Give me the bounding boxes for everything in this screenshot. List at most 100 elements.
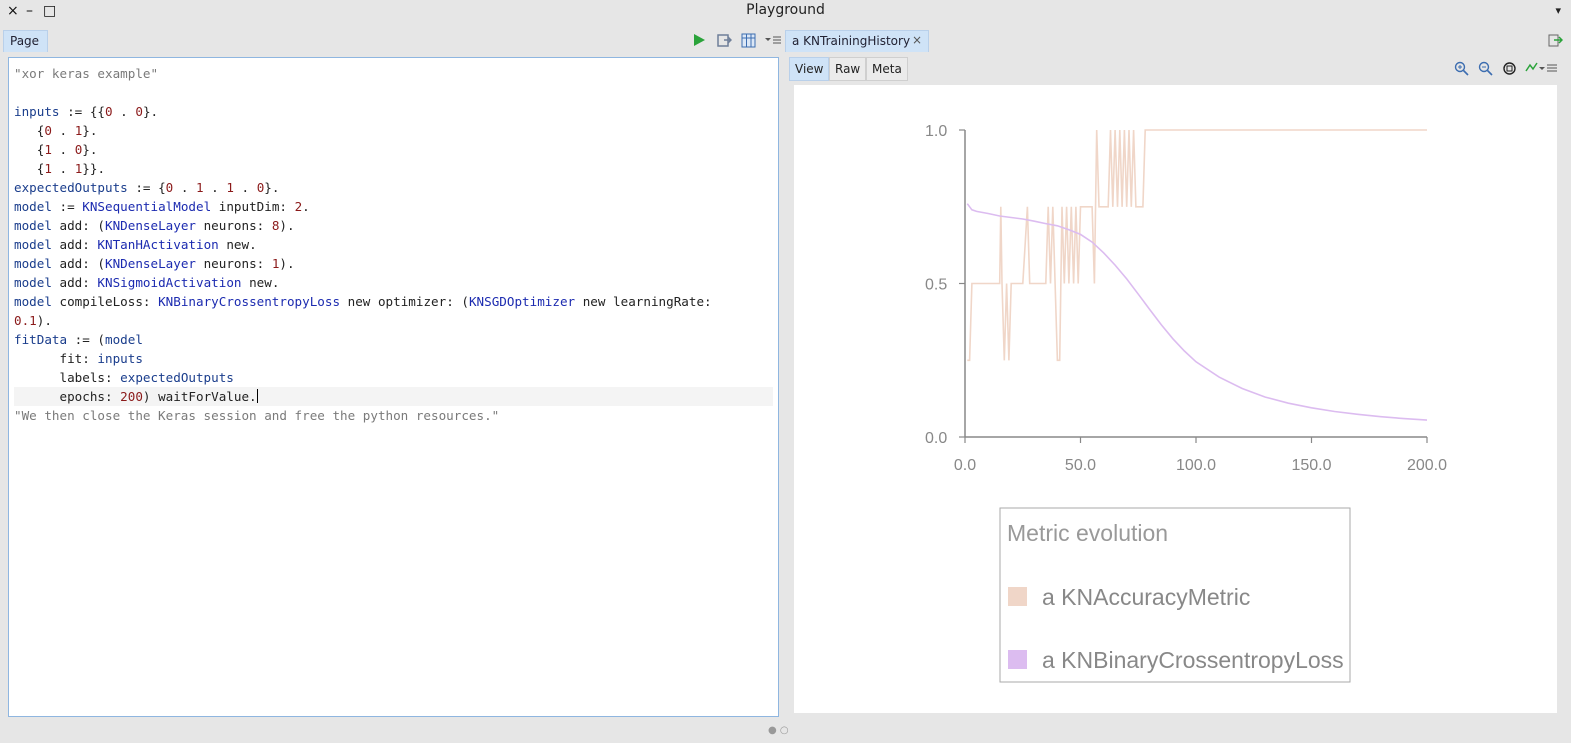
code-token: inputDim: <box>211 199 295 214</box>
bindings-icon[interactable] <box>741 33 756 52</box>
code-token: . <box>51 123 75 138</box>
code-token: model <box>14 256 52 271</box>
zoom-out-icon[interactable] <box>1478 61 1493 80</box>
code-token: ). <box>36 313 52 328</box>
code-token: new optimizer: ( <box>340 294 469 309</box>
code-token: expectedOutputs <box>120 370 234 385</box>
code-token: model <box>14 275 52 290</box>
window-title: Playground <box>746 2 825 18</box>
tab-page[interactable]: Page <box>3 30 48 52</box>
training-history-chart: 0.0 0.5 1.0 0.0 50.0 100.0 150.0 200.0 Metric e… <box>925 123 1447 683</box>
y-tick-label: 0.0 <box>925 430 947 447</box>
code-token: "xor keras example" <box>14 66 159 81</box>
code-token: KNSGDOptimizer <box>468 294 576 309</box>
maximize-window-icon[interactable]: □ <box>43 3 57 19</box>
chart-view: 0.0 0.5 1.0 0.0 50.0 100.0 150.0 200.0 Metric e… <box>794 85 1557 713</box>
code-line[interactable]: {1 . 1}}. <box>14 159 773 178</box>
code-line[interactable]: epochs: 200) waitForValue. <box>14 387 773 406</box>
code-line[interactable]: model add: (KNDenseLayer neurons: 8). <box>14 216 773 235</box>
code-token: 2 <box>294 199 303 214</box>
code-token: 0 <box>44 123 52 138</box>
inspector-settings-icon[interactable] <box>1548 33 1564 52</box>
code-line[interactable]: 0.1). <box>14 311 773 330</box>
code-token: := { <box>127 180 166 195</box>
zoom-fit-icon[interactable] <box>1502 61 1517 80</box>
code-token: . <box>203 180 227 195</box>
code-token: 0.1 <box>14 313 37 328</box>
close-tab-icon[interactable]: × <box>911 33 922 47</box>
code-line[interactable]: model compileLoss: KNBinaryCrossentropyL… <box>14 292 773 311</box>
inspector-menu-icon[interactable] <box>1525 61 1561 79</box>
code-line[interactable]: expectedOutputs := {0 . 1 . 1 . 0}. <box>14 178 773 197</box>
code-token: model <box>105 332 143 347</box>
code-token: }}. <box>82 161 106 176</box>
code-token: expectedOutputs <box>14 180 128 195</box>
code-token: compileLoss: <box>51 294 159 309</box>
legend-title: Metric evolution <box>1007 520 1168 546</box>
code-line[interactable]: fitData := (model <box>14 330 773 349</box>
code-line[interactable]: model add: KNTanHActivation new. <box>14 235 773 254</box>
code-token: model <box>14 237 52 252</box>
legend-label: a KNAccuracyMetric <box>1042 584 1250 610</box>
publish-icon[interactable] <box>717 33 733 52</box>
code-line[interactable]: model add: KNSigmoidActivation new. <box>14 273 773 292</box>
code-line[interactable]: model add: (KNDenseLayer neurons: 1). <box>14 254 773 273</box>
code-token: := {{ <box>59 104 105 119</box>
code-token: KNSigmoidActivation <box>97 275 242 290</box>
series-line-loss <box>966 203 1428 421</box>
code-token: inputs <box>14 104 60 119</box>
close-window-icon[interactable]: × <box>7 3 19 19</box>
window-titlebar: × – □ Playground ▾ <box>0 0 1571 22</box>
tab-training-history[interactable]: a KNTrainingHistory × <box>785 30 929 52</box>
code-token: model <box>14 218 52 233</box>
code-token: add: ( <box>51 256 106 271</box>
zoom-in-icon[interactable] <box>1454 61 1469 80</box>
x-tick-label: 100.0 <box>1176 457 1216 474</box>
code-line[interactable]: inputs := {{0 . 0}. <box>14 102 773 121</box>
code-line[interactable]: fit: inputs <box>14 349 773 368</box>
code-token: KNBinaryCrossentropyLoss <box>158 294 341 309</box>
code-token: { <box>14 142 45 157</box>
run-icon[interactable] <box>692 33 706 51</box>
code-token: { <box>14 161 45 176</box>
code-token: . <box>302 199 310 214</box>
page-menu-icon[interactable] <box>765 34 781 50</box>
code-token: . <box>233 180 257 195</box>
code-token: }. <box>82 123 98 138</box>
code-token: 1 <box>226 180 234 195</box>
code-text[interactable]: "xor keras example" inputs := {{0 . 0}. {… <box>14 64 773 425</box>
code-token: . <box>112 104 136 119</box>
code-line[interactable]: labels: expectedOutputs <box>14 368 773 387</box>
code-token: 0 <box>105 104 113 119</box>
code-token: neurons: <box>196 256 272 271</box>
code-token: KNSequentialModel <box>82 199 212 214</box>
page-indicator: ● ○ <box>768 725 789 736</box>
status-bar: ● ○ <box>0 722 1571 743</box>
code-token: new. <box>218 237 257 252</box>
window-menu-icon[interactable]: ▾ <box>1555 4 1561 17</box>
minimize-window-icon[interactable]: – <box>26 3 33 19</box>
code-token: }. <box>82 142 98 157</box>
code-token: . <box>51 142 75 157</box>
code-line[interactable]: "We then close the Keras session and fre… <box>14 406 773 425</box>
code-token: 200 <box>120 389 143 404</box>
code-line[interactable]: "xor keras example" <box>14 64 773 83</box>
code-line[interactable]: {0 . 1}. <box>14 121 773 140</box>
tab-view[interactable]: View <box>789 57 830 81</box>
code-token: 1 <box>44 142 52 157</box>
x-tick-label: 150.0 <box>1291 457 1331 474</box>
code-token: neurons: <box>196 218 272 233</box>
code-token: ). <box>279 218 295 233</box>
code-line[interactable]: {1 . 0}. <box>14 140 773 159</box>
code-token: KNTanHActivation <box>97 237 219 252</box>
code-token: inputs <box>97 351 143 366</box>
code-line[interactable] <box>14 83 773 102</box>
code-token: ). <box>279 256 295 271</box>
code-token: 0 <box>165 180 174 195</box>
code-editor[interactable]: "xor keras example" inputs := {{0 . 0}. {… <box>8 57 779 717</box>
tab-meta[interactable]: Meta <box>866 57 908 81</box>
tab-raw[interactable]: Raw <box>829 57 867 81</box>
code-line[interactable]: model := KNSequentialModel inputDim: 2. <box>14 197 773 216</box>
code-token: 1 <box>44 161 52 176</box>
code-token: 1 <box>271 256 280 271</box>
